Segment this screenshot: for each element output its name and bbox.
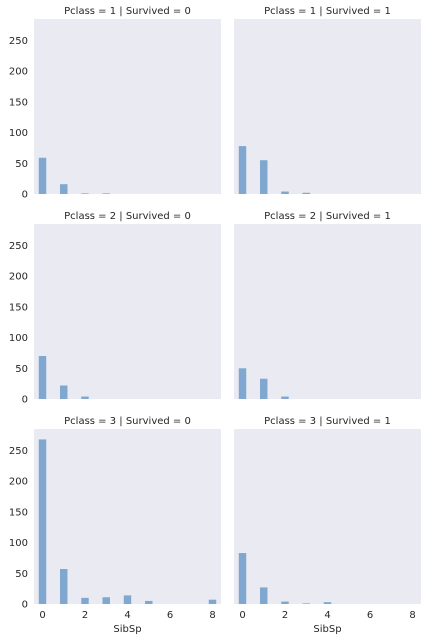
y-tick-label: 200: [9, 272, 28, 283]
facet-panel-3: Pclass = 2 | Survived = 0 0 50 100 150 200 250: [9, 211, 221, 406]
y-tick-label: 200: [9, 67, 28, 78]
histogram-bar: [60, 184, 68, 194]
histogram-bar: [38, 356, 47, 399]
y-tick-label: 50: [15, 364, 28, 375]
histogram-bar: [102, 597, 110, 604]
facet-panel-2: Pclass = 1 | Survived = 1: [234, 6, 421, 194]
y-tick-label: 100: [9, 538, 28, 549]
histogram-bar: [302, 603, 310, 604]
histogram-bar: [238, 146, 247, 194]
y-tick-label: 250: [9, 446, 28, 457]
y-tick-label: 50: [15, 569, 28, 580]
panel-background: [234, 429, 421, 604]
x-tick-label: 8: [409, 610, 415, 621]
x-tick-label: 2: [82, 610, 88, 621]
y-tick-label: 0: [22, 190, 28, 201]
facet-title: Pclass = 1 | Survived = 0: [64, 6, 191, 17]
histogram-bar: [81, 193, 89, 194]
histogram-bar: [238, 368, 247, 399]
histogram-bar: [145, 600, 153, 604]
facet-panel-4: Pclass = 2 | Survived = 1: [234, 211, 421, 399]
x-tick-label: 0: [39, 610, 45, 621]
y-tick-label: 250: [9, 241, 28, 252]
x-tick-label: 0: [239, 610, 245, 621]
x-tick-label: 2: [282, 610, 288, 621]
facet-title: Pclass = 3 | Survived = 0: [64, 416, 191, 427]
histogram-bar: [260, 587, 268, 604]
histogram-bar: [323, 602, 332, 604]
y-tick-label: 200: [9, 477, 28, 488]
histogram-bar: [238, 553, 247, 604]
histogram-bar: [81, 597, 89, 604]
histogram-bar: [102, 193, 110, 194]
y-tick-label: 150: [9, 302, 28, 313]
histogram-bar: [123, 595, 132, 604]
histogram-bar: [38, 157, 47, 194]
y-tick-label: 250: [9, 36, 28, 47]
histogram-bar: [208, 599, 217, 604]
panel-background: [34, 19, 221, 194]
x-axis-label: SibSp: [313, 624, 341, 635]
histogram-bar: [281, 191, 289, 194]
y-tick-label: 150: [9, 97, 28, 108]
y-tick-label: 100: [9, 333, 28, 344]
histogram-bar: [60, 385, 68, 399]
y-tick-label: 100: [9, 128, 28, 139]
x-tick-label: 8: [209, 610, 215, 621]
facet-title: Pclass = 2 | Survived = 1: [264, 211, 391, 222]
histogram-bar: [38, 439, 47, 604]
histogram-bar: [281, 601, 289, 604]
x-tick-label: 6: [367, 610, 373, 621]
y-tick-label: 0: [22, 395, 28, 406]
histogram-bar: [260, 378, 268, 399]
histogram-bar: [60, 569, 68, 604]
histogram-bar: [302, 192, 310, 194]
histogram-bar: [281, 396, 289, 399]
y-tick-label: 50: [15, 159, 28, 170]
x-tick-label: 4: [124, 610, 130, 621]
facet-panel-1: Pclass = 1 | Survived = 0 0 50 100 150 200 250: [9, 6, 221, 201]
histogram-bar: [81, 396, 89, 399]
facet-panel-5: Pclass = 3 | Survived = 0 0 50 100 150 200 250…: [9, 416, 221, 635]
facet-title: Pclass = 3 | Survived = 1: [264, 416, 391, 427]
x-axis-label: SibSp: [113, 624, 141, 635]
histogram-bar: [260, 160, 268, 194]
facet-title: Pclass = 1 | Survived = 1: [264, 6, 391, 17]
x-tick-label: 6: [167, 610, 173, 621]
y-tick-label: 0: [22, 600, 28, 611]
x-tick-label: 4: [324, 610, 330, 621]
panel-background: [34, 224, 221, 399]
panel-background: [234, 224, 421, 399]
y-tick-label: 150: [9, 507, 28, 518]
facet-panel-6: Pclass = 3 | Survived = 1 0 2 4 6 8 SibSp: [234, 416, 421, 635]
facet-title: Pclass = 2 | Survived = 0: [64, 211, 191, 222]
